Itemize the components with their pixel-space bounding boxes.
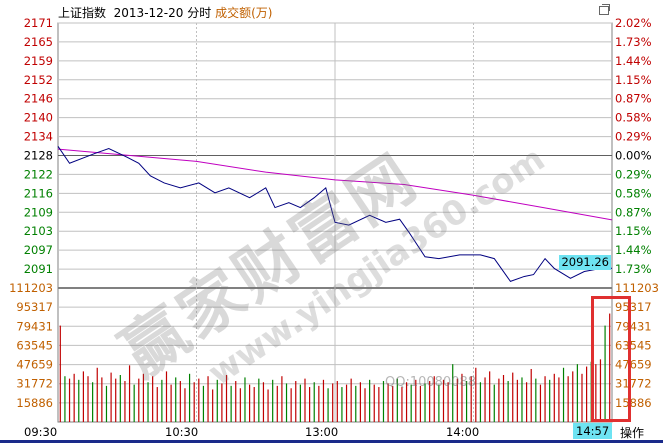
volume-tick-label: 95317 — [16, 300, 53, 314]
time-tick-label: 13:00 — [305, 425, 338, 439]
price-tick-label: 2171 — [24, 16, 53, 30]
volume-tick-label: 79431 — [16, 319, 53, 333]
restore-window-icon[interactable] — [599, 4, 610, 15]
price-tick-label: 2146 — [24, 92, 53, 106]
pct-tick-label: 0.00% — [615, 149, 652, 163]
volume-tick-label: 63545 — [16, 338, 53, 352]
pct-tick-label: 0.29% — [615, 167, 652, 181]
volume-tick-label: 15886 — [16, 396, 53, 410]
bottom-border — [0, 440, 663, 443]
volume-tick-label-right: 63545 — [615, 338, 652, 352]
volume-tick-label: 31772 — [16, 377, 53, 391]
pct-tick-label: 0.29% — [615, 130, 652, 144]
price-line — [57, 146, 613, 282]
pct-tick-label: 0.58% — [615, 111, 652, 125]
volume-tick-label-right: 15886 — [615, 396, 652, 410]
price-tick-label: 2116 — [24, 186, 53, 200]
volume-tick-label-right: 95317 — [615, 300, 652, 314]
price-tick-label: 2122 — [24, 167, 53, 181]
volume-tick-label-right: 111203 — [615, 281, 659, 295]
price-tick-label: 2134 — [24, 130, 53, 144]
pct-tick-label: 1.73% — [615, 35, 652, 49]
time-tick-label: 09:30 — [24, 425, 57, 439]
cursor-price: 2091.26 — [559, 255, 611, 270]
pct-tick-label: 1.15% — [615, 73, 652, 87]
average-price-line — [57, 148, 613, 221]
volume-tick-label-right: 47659 — [615, 358, 652, 372]
price-tick-label: 2165 — [24, 35, 53, 49]
time-tick-label: 10:30 — [165, 425, 198, 439]
price-tick-label: 2128 — [24, 149, 53, 163]
pct-tick-label: 1.73% — [615, 262, 652, 276]
chart-title: 上证指数 2013-12-20 分时 成交额(万) — [58, 4, 272, 21]
pct-tick-label: 1.44% — [615, 54, 652, 68]
cursor-time: 14:57 — [573, 423, 613, 439]
price-tick-label: 2159 — [24, 54, 53, 68]
price-tick-label: 2140 — [24, 111, 53, 125]
operation-button[interactable]: 操作 — [620, 426, 645, 440]
volume-label: 成交额(万) — [215, 6, 273, 20]
pct-tick-label: 0.87% — [615, 205, 652, 219]
volume-tick-label: 111203 — [9, 281, 53, 295]
price-tick-label: 2109 — [24, 205, 53, 219]
time-tick-label: 14:00 — [446, 425, 479, 439]
pct-tick-label: 0.87% — [615, 92, 652, 106]
index-name: 上证指数 — [58, 6, 107, 20]
date: 2013-12-20 — [113, 6, 184, 20]
annotation-box — [591, 296, 631, 422]
volume-tick-label-right: 79431 — [615, 319, 652, 333]
price-tick-label: 2152 — [24, 73, 53, 87]
pct-tick-label: 2.02% — [615, 16, 652, 30]
pct-tick-label: 0.58% — [615, 186, 652, 200]
pct-tick-label: 1.44% — [615, 243, 652, 257]
volume-tick-label-right: 31772 — [615, 377, 652, 391]
watermark-qq: QQ:10080088 — [385, 375, 477, 390]
pct-tick-label: 1.15% — [615, 224, 652, 238]
volume-tick-label: 47659 — [16, 358, 53, 372]
price-tick-label: 2091 — [24, 262, 53, 276]
mode-label: 分时 — [187, 6, 212, 20]
price-tick-label: 2097 — [24, 243, 53, 257]
price-tick-label: 2103 — [24, 224, 53, 238]
